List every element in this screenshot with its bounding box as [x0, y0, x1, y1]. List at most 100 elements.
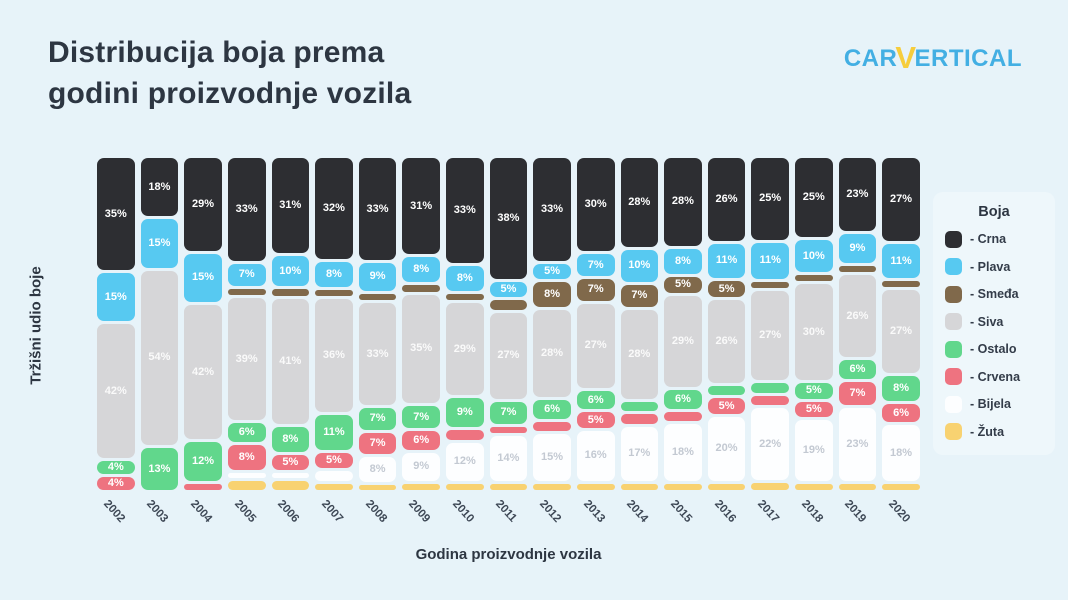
segment-smedja-2007: [315, 289, 353, 296]
segment-ostalo-2006: 8%: [271, 427, 310, 452]
segment-ostalo-2003: 13%: [140, 448, 179, 490]
x-axis-tick-2018: 2018: [798, 498, 825, 526]
segment-crvena-2009: 6%: [402, 431, 440, 450]
legend-label-bijela: - Bijela: [970, 397, 1011, 411]
segment-value-label: 19%: [802, 444, 825, 457]
legend-item-ostalo: - Ostalo: [945, 340, 1043, 358]
segment-value-label: 42%: [104, 384, 127, 397]
segment-crna-2003: 18%: [140, 158, 179, 217]
bar-column-2020: 27% 11% 27% 8% 6% 18%: [882, 158, 920, 490]
segment-value-label: 30%: [584, 198, 607, 211]
segment-siva-2018: 30%: [795, 284, 833, 380]
x-tick-cell-2018: 2018: [795, 494, 833, 546]
segment-value-label: 5%: [718, 282, 735, 295]
segment-value-label: 10%: [628, 259, 651, 272]
segment-siva-2016: 26%: [707, 300, 746, 383]
segment-value-label: 10%: [279, 264, 302, 277]
segment-siva-2015: 29%: [664, 295, 702, 387]
x-tick-cell-2014: 2014: [621, 494, 659, 546]
segment-value-label: 6%: [238, 425, 255, 438]
segment-siva-2014: 28%: [620, 309, 659, 399]
x-tick-cell-2005: 2005: [228, 494, 266, 546]
segment-value-label: 18%: [890, 446, 913, 459]
legend-item-siva: - Siva: [945, 313, 1043, 331]
segment-bijela-2015: 18%: [664, 424, 702, 481]
x-tick-cell-2004: 2004: [184, 494, 222, 546]
segment-plava-2012: 5%: [533, 263, 571, 280]
segment-value-label: 29%: [192, 197, 215, 210]
legend-swatch-bijela: [945, 395, 962, 413]
segment-siva-2006: 41%: [271, 298, 310, 425]
segment-bijela-2005: [227, 472, 266, 478]
x-axis-tick-labels: 2002 2003 2004 2005 2006 2007 2008 2009 2010 2011…: [97, 494, 920, 546]
legend-item-crna: - Crna: [945, 230, 1043, 248]
legend-label-plava: - Plava: [970, 259, 1011, 274]
segment-value-label: 28%: [541, 347, 564, 360]
segment-zuta-2006: [271, 480, 310, 490]
segment-value-label: 5%: [805, 402, 822, 415]
segment-value-label: 4%: [107, 477, 124, 490]
x-tick-cell-2016: 2016: [708, 494, 746, 546]
segment-crvena-2011: [489, 426, 528, 434]
segment-crna-2006: 31%: [271, 158, 310, 253]
segment-zuta-2010: [446, 483, 484, 490]
segment-value-label: 38%: [497, 211, 520, 224]
segment-value-label: 26%: [715, 335, 738, 348]
segment-value-label: 13%: [148, 462, 171, 475]
x-axis-tick-2019: 2019: [842, 498, 869, 526]
segment-crvena-2017: [751, 395, 789, 406]
segment-ostalo-2020: 8%: [882, 376, 920, 401]
segment-crna-2017: 25%: [751, 158, 789, 240]
segment-zuta-2007: [315, 483, 353, 490]
segment-value-label: 11%: [323, 425, 345, 438]
segment-crvena-2016: 5%: [707, 398, 746, 415]
x-axis-tick-2007: 2007: [318, 498, 346, 526]
segment-value-label: 28%: [628, 195, 651, 208]
x-tick-cell-2011: 2011: [490, 494, 528, 546]
segment-value-label: 6%: [587, 393, 604, 406]
x-axis-title: Godina proizvodnje vozila: [415, 546, 602, 563]
segment-crvena-2004: [184, 483, 222, 491]
segment-zuta-2012: [533, 483, 571, 490]
segment-value-label: 18%: [671, 445, 694, 458]
x-axis-tick-2012: 2012: [537, 498, 564, 526]
bar-column-2009: 31% 8% 35% 7% 6% 9%: [402, 158, 440, 490]
segment-value-label: 7%: [369, 412, 386, 425]
segment-ostalo-2011: 7%: [489, 401, 528, 424]
legend-label-smedja: - Smeđa: [970, 287, 1019, 301]
segment-value-label: 7%: [631, 289, 648, 302]
segment-bijela-2009: 9%: [402, 452, 440, 481]
segment-smedja-2018: [795, 275, 833, 282]
segment-plava-2016: 11%: [707, 243, 746, 279]
segment-value-label: 6%: [674, 392, 691, 405]
x-tick-cell-2009: 2009: [402, 494, 440, 546]
segment-value-label: 8%: [369, 463, 386, 476]
y-axis-title: Tržišni udio boje: [27, 265, 45, 385]
legend-label-crvena: - Crvena: [970, 369, 1021, 384]
segment-value-label: 42%: [192, 365, 215, 378]
segment-crna-2019: 23%: [838, 158, 877, 231]
segment-crna-2008: 33%: [358, 158, 397, 260]
bar-column-2010: 33% 8% 29% 9% 12%: [446, 158, 484, 490]
x-axis-tick-2015: 2015: [667, 498, 695, 526]
legend-item-bijela: - Bijela: [945, 395, 1043, 413]
x-axis-tick-2002: 2002: [100, 498, 127, 526]
x-axis-tick-2014: 2014: [624, 498, 651, 526]
segment-zuta-2018: [795, 483, 833, 491]
bar-column-2018: 25% 10% 30% 5% 5% 19%: [795, 158, 833, 491]
x-axis-tick-2004: 2004: [188, 498, 215, 526]
page-title: Distribucija boja prema godini proizvodn…: [48, 32, 411, 114]
bar-column-2017: 25% 11% 27% 22%: [751, 158, 789, 491]
segment-ostalo-2009: 7%: [402, 406, 440, 429]
segment-value-label: 9%: [849, 241, 866, 254]
x-tick-cell-2008: 2008: [359, 494, 397, 546]
segment-value-label: 8%: [325, 267, 342, 280]
segment-crna-2012: 33%: [533, 158, 571, 261]
segment-value-label: 5%: [282, 455, 299, 468]
segment-siva-2010: 29%: [446, 303, 484, 396]
segment-siva-2017: 27%: [751, 291, 789, 380]
segment-crna-2020: 27%: [882, 158, 920, 242]
segment-value-label: 8%: [893, 382, 910, 395]
segment-plava-2003: 15%: [140, 219, 179, 268]
legend-swatch-smedja: [945, 285, 962, 303]
